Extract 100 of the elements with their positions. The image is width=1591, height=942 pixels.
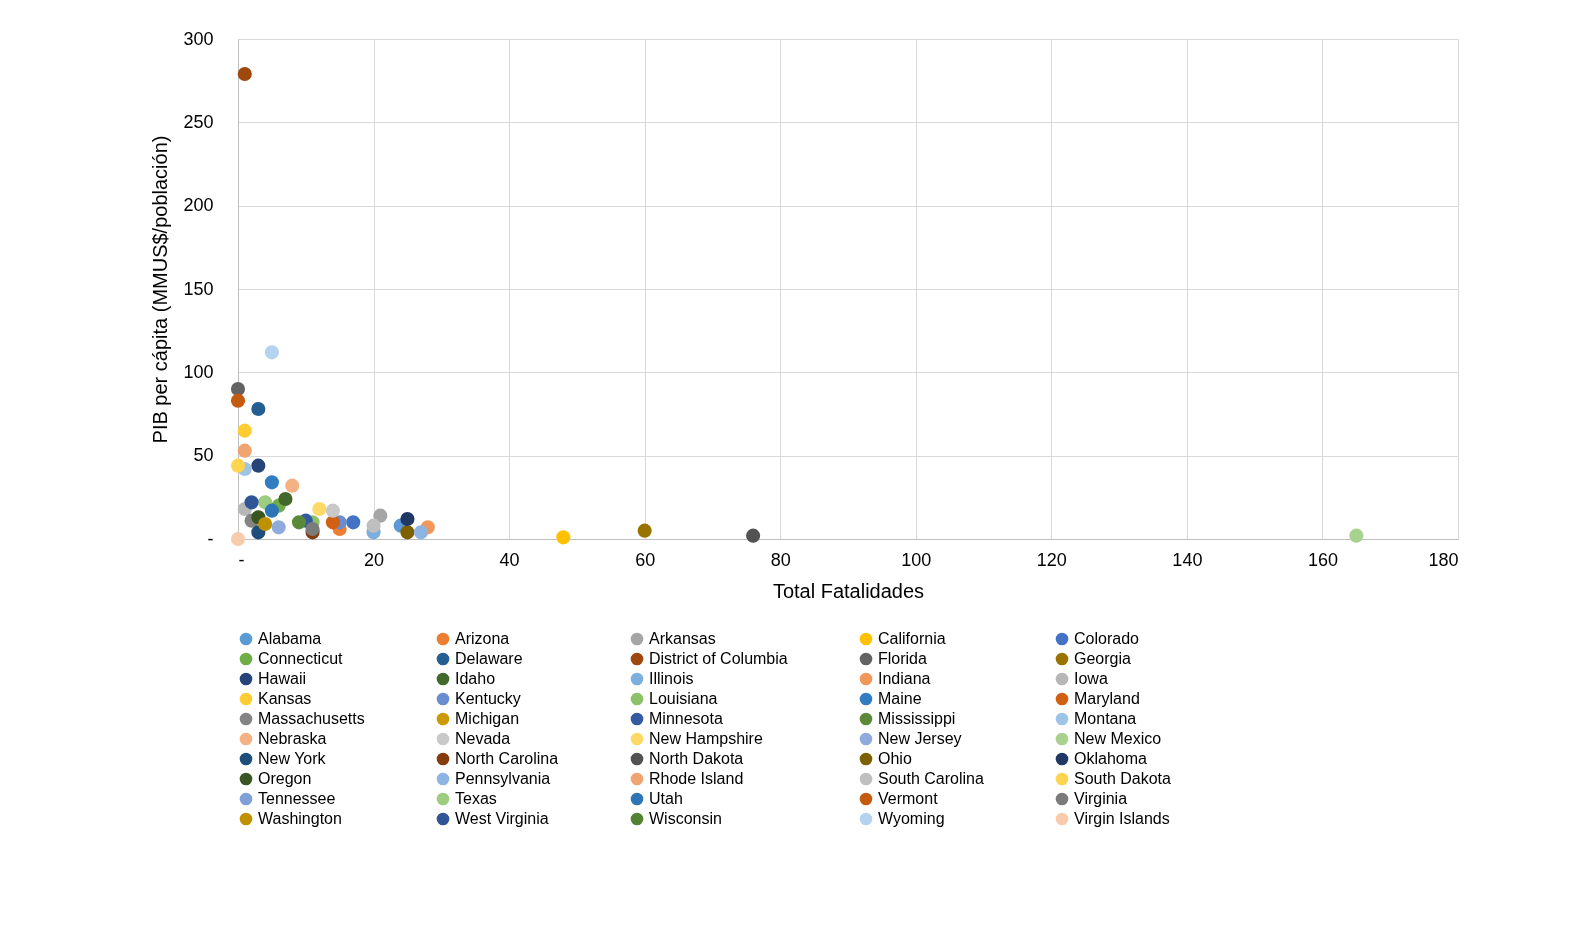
point (305, 521, 320, 537)
legend-label: Nevada (455, 730, 511, 747)
legend-label: Maryland (1074, 690, 1140, 707)
x-tick-label: 80 (770, 549, 791, 570)
legend-label: Vermont (878, 790, 939, 807)
legend-label: Maine (878, 690, 922, 707)
legend-label: Louisiana (649, 690, 718, 707)
point (237, 423, 252, 438)
legend-label: New Jersey (878, 730, 962, 747)
legend-label: New York (258, 750, 327, 767)
legend-label: South Dakota (1074, 770, 1172, 787)
y-axis-title: PIB per cápita (MMUS$/población) (149, 135, 172, 444)
point (291, 515, 307, 530)
legend-label: Georgia (1074, 650, 1132, 667)
legend-label: Virginia (1074, 790, 1128, 807)
legend-label: Michigan (455, 710, 520, 727)
point (285, 478, 300, 493)
point (556, 530, 571, 545)
point (251, 458, 266, 473)
y-tick-label: 300 (183, 28, 214, 49)
point (244, 495, 259, 510)
legend-label: Oklahoma (1074, 750, 1148, 767)
point (264, 503, 279, 518)
legend-label: Kansas (258, 690, 312, 707)
legend-label: Idaho (455, 670, 496, 687)
x-tick-label: 120 (1036, 549, 1067, 570)
legend-label: Washington (258, 810, 342, 827)
legend-label: North Dakota (649, 750, 744, 767)
x-tick-label: - (238, 549, 245, 570)
legend-label: Kentucky (455, 690, 521, 707)
legend-label: South Carolina (878, 770, 984, 787)
point (325, 503, 340, 518)
legend-label: Colorado (1074, 630, 1140, 647)
legend-label: Arizona (455, 630, 510, 647)
legend-label: Texas (455, 790, 497, 807)
legend-label: Hawaii (258, 670, 307, 687)
point (346, 515, 361, 530)
point (366, 518, 381, 533)
point (373, 508, 388, 523)
legend-label: Wisconsin (649, 810, 722, 827)
legend-label: Nebraska (258, 730, 327, 747)
legend-label: Pennsylvania (455, 770, 551, 787)
point (230, 531, 246, 547)
point (271, 520, 286, 535)
legend-label: Delaware (455, 650, 523, 667)
y-tick-label: 50 (193, 445, 214, 466)
point (637, 523, 652, 538)
x-tick-label: 20 (364, 549, 385, 570)
legend-label: New Hampshire (649, 730, 763, 747)
legend-label: Iowa (1074, 670, 1108, 687)
x-axis-title: Total Fatalidades (772, 579, 925, 602)
legend-label: Florida (878, 650, 928, 667)
legend-label: New Mexico (1074, 730, 1162, 747)
point (251, 401, 266, 417)
legend-label: Wyoming (878, 810, 945, 827)
x-tick-label: 160 (1307, 549, 1338, 570)
x-tick-label: 180 (1428, 549, 1459, 570)
x-tick-label: 60 (635, 549, 656, 570)
point (325, 515, 340, 530)
y-tick-label: 250 (183, 111, 214, 132)
x-tick-label: 100 (901, 549, 932, 570)
point (230, 458, 246, 473)
point (237, 443, 252, 458)
legend-label: Arkansas (649, 630, 716, 647)
legend-label: Rhode Island (649, 770, 744, 787)
legend-label: Connecticut (258, 650, 344, 667)
legend-label: Mississippi (878, 710, 956, 727)
y-tick-label: 100 (183, 361, 214, 382)
legend-label: Massachusetts (258, 710, 365, 727)
point (278, 491, 293, 507)
x-tick-label: 40 (499, 549, 520, 570)
point (264, 475, 279, 490)
point (746, 528, 761, 543)
legend-label: Montana (1074, 710, 1137, 727)
point (312, 501, 327, 517)
legend-label: Utah (649, 790, 683, 807)
x-tick-label: 140 (1172, 549, 1203, 570)
legend-label: Alabama (258, 630, 322, 647)
point (413, 525, 429, 540)
legend-label: Ohio (878, 750, 912, 767)
legend-label: Minnesota (649, 710, 723, 727)
y-tick-label: 200 (183, 195, 214, 216)
legend-label: California (878, 630, 946, 647)
point (258, 516, 273, 532)
legend-label: Oregon (258, 770, 312, 787)
point (1349, 528, 1364, 543)
y-tick-label: - (207, 528, 214, 549)
legend-label: Indiana (878, 670, 931, 687)
legend-label: North Carolina (455, 750, 559, 767)
point (230, 381, 246, 397)
legend-label: Illinois (649, 670, 694, 687)
y-tick-label: 150 (183, 278, 214, 299)
point (230, 393, 246, 408)
point (400, 525, 415, 540)
point (237, 66, 252, 82)
legend-label: Virgin Islands (1074, 810, 1170, 827)
legend-label: District of Columbia (649, 650, 788, 667)
legend-label: West Virginia (455, 810, 549, 827)
point (400, 511, 415, 527)
point (264, 345, 279, 360)
